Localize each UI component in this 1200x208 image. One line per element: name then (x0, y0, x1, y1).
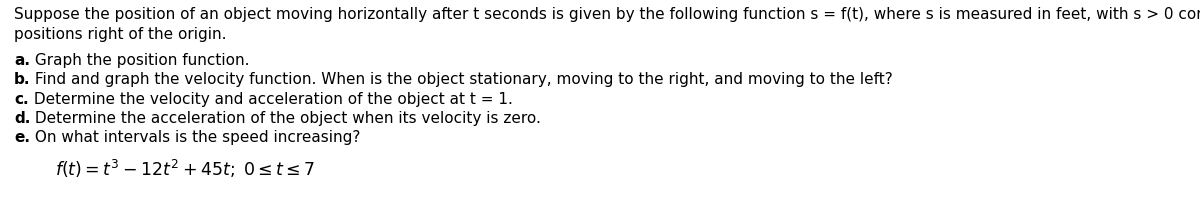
Text: d.: d. (14, 111, 30, 126)
Text: Graph the position function.: Graph the position function. (30, 53, 250, 68)
Text: b.: b. (14, 72, 30, 87)
Text: a.: a. (14, 53, 30, 68)
Text: On what intervals is the speed increasing?: On what intervals is the speed increasin… (30, 130, 360, 145)
Text: Find and graph the velocity function. When is the object stationary, moving to t: Find and graph the velocity function. Wh… (30, 72, 893, 87)
Text: $f(t) = t^3 - 12t^2 + 45t;\;0 \leq t \leq 7$: $f(t) = t^3 - 12t^2 + 45t;\;0 \leq t \le… (55, 158, 316, 180)
Text: Determine the acceleration of the object when its velocity is zero.: Determine the acceleration of the object… (30, 111, 541, 126)
Text: Determine the velocity and acceleration of the object at t = 1.: Determine the velocity and acceleration … (29, 92, 512, 107)
Text: Suppose the position of an object moving horizontally after t seconds is given b: Suppose the position of an object moving… (14, 7, 1200, 22)
Text: c.: c. (14, 92, 29, 107)
Text: positions right of the origin.: positions right of the origin. (14, 27, 227, 42)
Text: e.: e. (14, 130, 30, 145)
